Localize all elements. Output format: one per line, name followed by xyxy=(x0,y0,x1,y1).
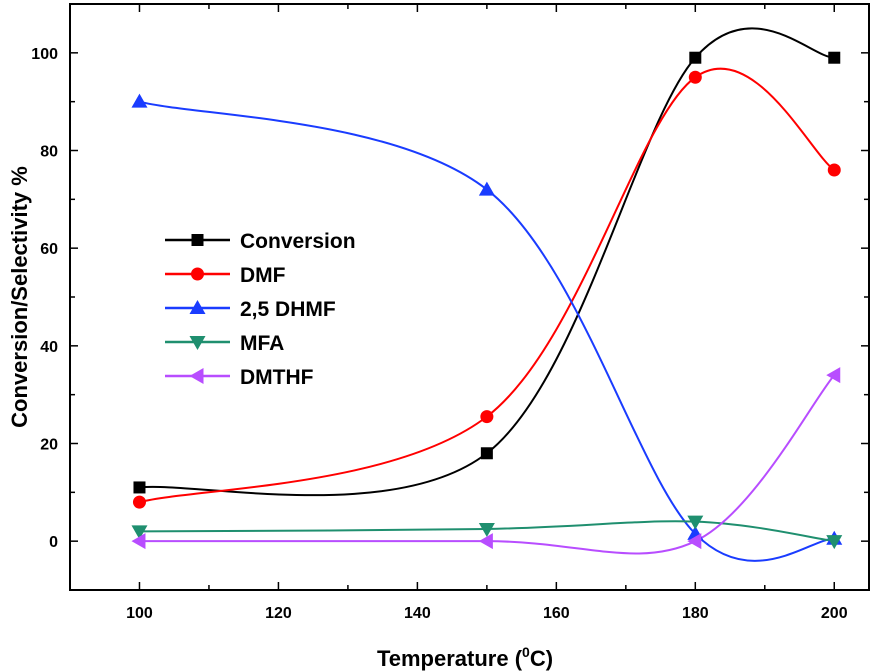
axes: 100 120 140 160 180 200 0 20 40 60 80 100 xyxy=(31,3,870,622)
data-point xyxy=(480,447,493,460)
y-tick-label: 40 xyxy=(40,339,58,356)
y-tick-label: 100 xyxy=(31,46,58,63)
legend-marker xyxy=(191,267,204,281)
data-point xyxy=(133,481,146,494)
y-tick-label: 80 xyxy=(40,144,58,161)
legend: Conversion DMF 2,5 DHMF MFA DMTHF xyxy=(165,230,356,389)
y-axis-title: Conversion/Selectivity % xyxy=(7,166,32,428)
data-point xyxy=(131,525,148,540)
data-point xyxy=(687,515,704,530)
series-line xyxy=(139,67,835,504)
data-point xyxy=(478,533,493,550)
data-point xyxy=(688,70,702,84)
legend-label: MFA xyxy=(240,332,284,355)
fitted-curves xyxy=(139,27,836,562)
y-tick-label: 20 xyxy=(40,437,58,454)
x-tick-label: 100 xyxy=(126,605,153,622)
data-point xyxy=(826,535,843,550)
y-tick-label: 0 xyxy=(49,534,58,551)
data-point xyxy=(826,367,841,384)
data-point xyxy=(132,495,146,509)
data-point xyxy=(828,51,841,64)
legend-label: 2,5 DHMF xyxy=(240,298,336,321)
data-point xyxy=(687,533,702,550)
x-tick-label: 180 xyxy=(682,605,709,622)
data-point xyxy=(131,93,148,108)
legend-marker xyxy=(191,234,204,246)
series-line xyxy=(139,100,835,562)
x-axis-title: Temperature (0C) xyxy=(377,644,553,671)
x-tick-label: 140 xyxy=(404,605,431,622)
x-tick-label: 200 xyxy=(821,605,848,622)
data-markers xyxy=(131,51,843,550)
data-point xyxy=(689,51,702,64)
data-point xyxy=(827,163,841,177)
legend-label: DMTHF xyxy=(240,366,314,389)
legend-marker xyxy=(189,300,206,314)
series-line xyxy=(139,520,835,543)
plot-frame xyxy=(69,3,870,591)
x-tick-label: 120 xyxy=(265,605,292,622)
series-line xyxy=(139,374,836,555)
series-line xyxy=(139,27,835,497)
legend-label: DMF xyxy=(240,264,286,287)
legend-marker xyxy=(189,336,206,350)
data-point xyxy=(131,533,146,550)
legend-label: Conversion xyxy=(240,230,356,253)
x-tick-label: 160 xyxy=(543,605,570,622)
data-point xyxy=(480,410,494,424)
data-point xyxy=(478,181,495,196)
data-point xyxy=(478,522,495,537)
legend-marker xyxy=(189,368,204,384)
y-tick-label: 60 xyxy=(40,241,58,258)
